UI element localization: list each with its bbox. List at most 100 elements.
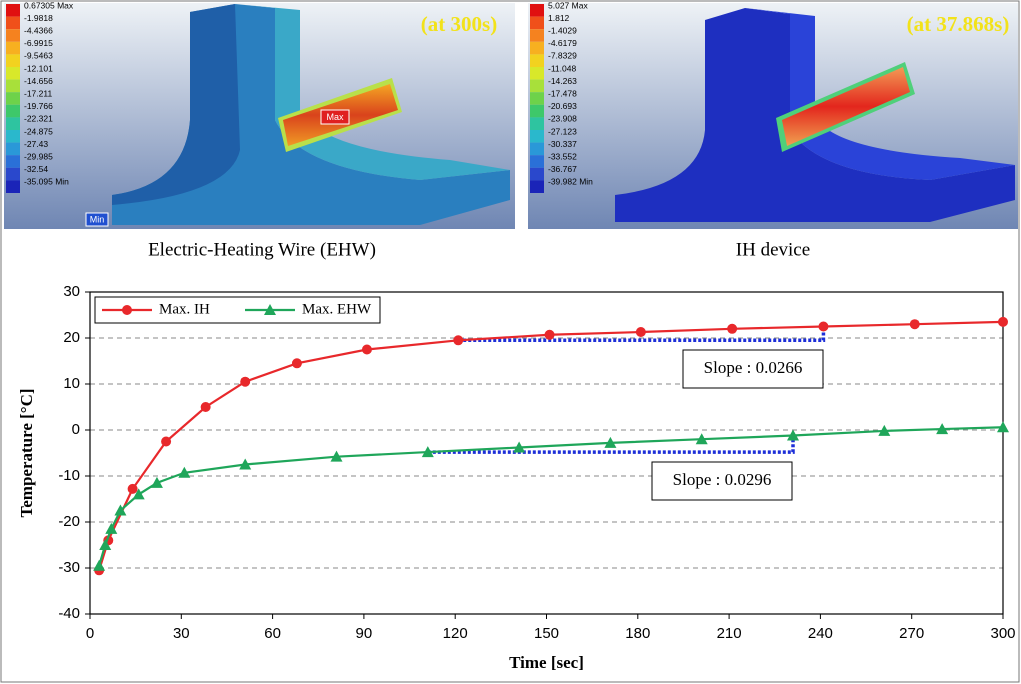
ehw-panel [4,3,515,229]
legend-label: -27.43 [24,139,48,149]
legend-swatch [530,67,544,80]
max-tag: Max [326,112,344,122]
legend-label: Max. IH [159,301,210,317]
y-tick-label: -10 [58,467,80,484]
marker [128,484,138,494]
page: 0.67305 Max-1.9818-4.4366-6.9915-9.5463-… [0,0,1021,684]
marker [636,327,646,337]
marker [727,324,737,334]
legend-label: -36.767 [548,164,577,174]
time-label: (at 37.868s) [907,12,1010,36]
x-tick-label: 300 [990,625,1015,642]
y-tick-label: 0 [72,421,80,438]
legend-label: 1.812 [548,13,570,23]
series-line [99,427,1003,565]
x-tick-label: 240 [808,625,833,642]
legend-label: -17.478 [548,88,577,98]
legend-label: -19.766 [24,101,53,111]
marker [998,317,1008,327]
marker [240,377,250,387]
legend-label: -27.123 [548,126,577,136]
y-tick-label: 30 [63,283,80,300]
marker [122,305,132,315]
legend-swatch [530,105,544,118]
legend-swatch [530,80,544,93]
legend-label: -35.095 Min [24,177,69,187]
x-tick-label: 210 [717,625,742,642]
marker [453,335,463,345]
legend-label: -20.693 [548,101,577,111]
y-tick-label: 20 [63,329,80,346]
legend-label: -14.263 [548,76,577,86]
legend-label: -12.101 [24,63,53,73]
legend-label: -23.908 [548,114,577,124]
legend-swatch [6,105,20,118]
legend-swatch [6,29,20,42]
y-tick-label: -30 [58,559,80,576]
legend-swatch [6,92,20,105]
y-axis-title: Temperature [°C] [17,388,36,517]
legend-swatch [6,54,20,67]
legend-label: -33.552 [548,151,577,161]
marker [545,330,555,340]
annotation: Slope : 0.0266 [704,358,803,377]
legend-swatch [530,155,544,168]
x-tick-label: 60 [264,625,281,642]
legend-swatch [530,92,544,105]
caption: IH device [736,239,810,260]
y-tick-label: -40 [58,605,80,622]
legend-swatch [530,4,544,17]
x-tick-label: 270 [899,625,924,642]
x-tick-label: 150 [534,625,559,642]
legend-swatch [6,155,20,168]
legend-label: -29.985 [24,151,53,161]
y-tick-label: 10 [63,375,80,392]
legend-swatch [6,67,20,80]
legend-label: -9.5463 [24,51,53,61]
ih-panel [528,3,1018,229]
marker [818,322,828,332]
x-tick-label: 0 [86,625,94,642]
legend-swatch [6,17,20,30]
marker [362,345,372,355]
legend-swatch [530,180,544,193]
annotation: Slope : 0.0296 [673,470,772,489]
legend-label: -32.54 [24,164,48,174]
marker [93,560,105,571]
legend-swatch [6,180,20,193]
legend-swatch [6,143,20,156]
time-label: (at 300s) [421,12,497,36]
legend-label: -17.211 [24,88,52,98]
legend-label: -1.9818 [24,13,53,23]
y-tick-label: -20 [58,513,80,530]
legend-swatch [530,54,544,67]
legend-swatch [530,117,544,130]
min-tag: Min [90,214,105,224]
legend-label: 5.027 Max [548,0,588,10]
legend-label: -1.4029 [548,25,577,35]
legend-swatch [530,42,544,55]
figure: 0.67305 Max-1.9818-4.4366-6.9915-9.5463-… [0,0,1021,684]
legend-swatch [530,143,544,156]
legend-swatch [530,130,544,143]
legend-label: 0.67305 Max [24,0,74,10]
x-axis-title: Time [sec] [509,653,584,672]
legend-swatch [6,80,20,93]
legend-label: -4.4366 [24,25,53,35]
legend-swatch [6,117,20,130]
legend-label: -7.8329 [548,51,577,61]
marker [910,319,920,329]
legend-swatch [6,168,20,181]
legend-swatch [6,4,20,17]
x-tick-label: 120 [443,625,468,642]
x-tick-label: 30 [173,625,190,642]
legend-swatch [530,29,544,42]
plot-frame [90,292,1003,614]
legend-label: -11.048 [548,63,576,73]
legend-swatch [6,42,20,55]
legend-label: -4.6179 [548,38,577,48]
legend-swatch [530,168,544,181]
marker [292,358,302,368]
legend-label: -22.321 [24,114,53,124]
marker [201,402,211,412]
